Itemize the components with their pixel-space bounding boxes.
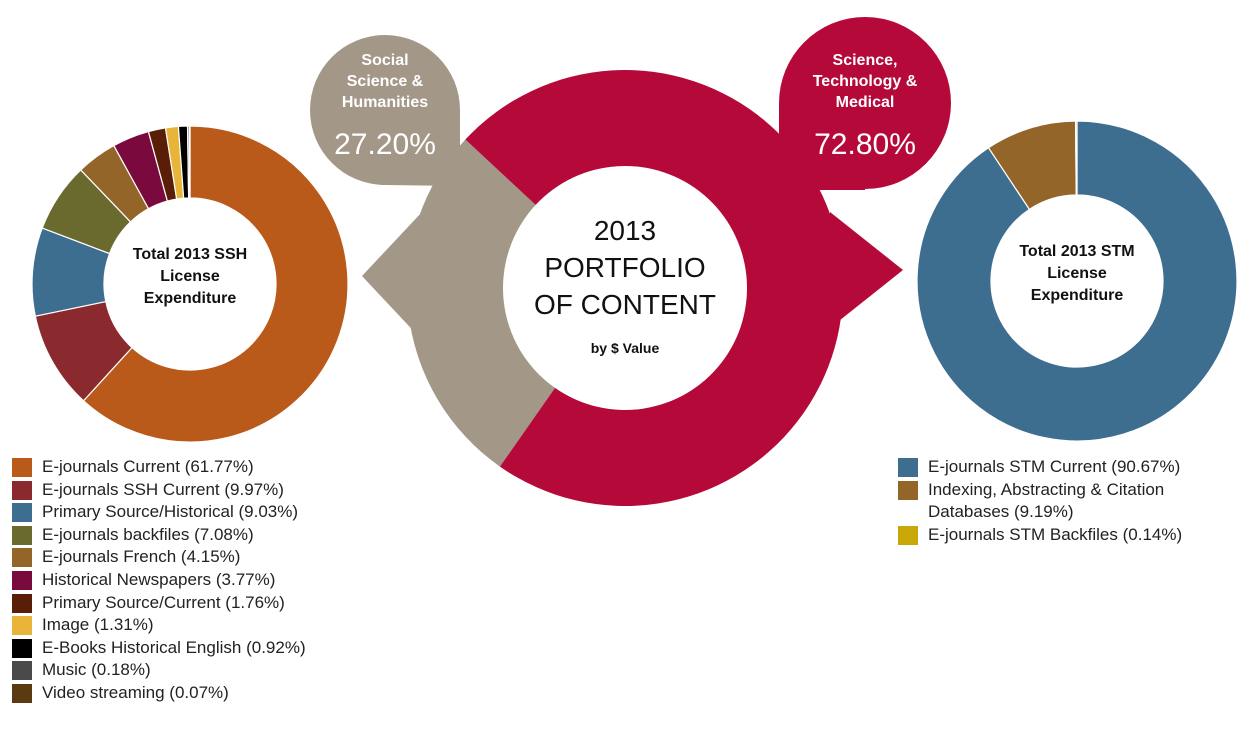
legend-value: (0.07%) [169,682,229,702]
bubble-tail [385,110,460,186]
legend-item: Primary Source/Current (1.76%) [12,592,412,615]
bubble-value: 27.20% [334,128,436,161]
legend-swatch [12,503,32,523]
legend-label: Primary Source/Historical [42,502,234,522]
legend-label: Music [42,660,87,680]
legend-label: Primary Source/Current [42,592,221,612]
legend-label: Video streaming [42,682,165,702]
legend-item: E-journals STM Backfiles (0.14%) [898,524,1243,547]
donut-title: Total 2013 STM License Expenditure [1019,243,1135,304]
legend-value: (61.77%) [184,457,254,476]
legend-item: E-journals backfiles (7.08%) [12,524,412,547]
legend-item: Indexing, Abstracting & Citation Databas… [898,479,1243,524]
legend-swatch [12,661,32,681]
legend-label: Image [42,615,90,635]
donut-title: Total 2013 SSH License Expenditure [132,246,248,307]
donut-segment [1074,120,1078,196]
bubble-label: Science, Technology & Medical [812,52,918,111]
legend-swatch [12,570,32,590]
legend-swatch [12,593,32,613]
legend-label: E-Books Historical English [42,637,242,657]
legend-item: E-journals SSH Current (9.97%) [12,479,412,502]
legend-item: E-journals French (4.15%) [12,546,412,569]
arrow-right [830,212,903,328]
donut-segment [188,125,191,199]
legend-item: Primary Source/Historical (9.03%) [12,501,412,524]
legend-item: Historical Newspapers (3.77%) [12,569,412,592]
legend-swatch [898,525,918,545]
center-subtitle: by $ Value [590,340,660,356]
arrow-left [362,212,422,340]
donut-segment [407,139,556,467]
legend-value: (9.97%) [224,479,284,499]
legend-value: (0.18%) [91,660,151,680]
legend-item: Image (1.31%) [12,614,412,637]
legend-swatch [12,548,32,568]
donut-segment [82,125,349,443]
legend-label: E-journals Current [42,457,180,476]
legend-value: (0.92%) [246,637,306,657]
legend-label: Indexing, Abstracting & Citation Databas… [928,479,1165,522]
legend-label: Historical Newspapers [42,569,212,589]
legend-label: E-journals backfiles [42,524,190,544]
bubble-tail [779,103,865,190]
bubble-value: 72.80% [814,128,916,161]
legend-value: (1.31%) [93,615,154,635]
legend-label: E-journals STM Current [928,457,1107,476]
legend-swatch [898,458,918,477]
legend-item: Music (0.18%) [12,659,412,682]
legend: E-journals Current (61.77%) E-journals SS… [12,456,412,705]
legend-value: (9.19%) [1014,502,1074,522]
legend-item: E-journals STM Current (90.67%) [898,456,1243,479]
legend-value: (1.76%) [225,592,285,612]
donut-segment [465,69,843,506]
legend-label: E-journals French [42,547,177,567]
donut-segment [916,120,1238,442]
legend-value: (9.03%) [238,502,299,522]
legend-value: (90.67%) [1111,457,1181,476]
legend-swatch [898,480,918,500]
legend-item: Video streaming (0.07%) [12,682,412,705]
legend: E-journals STM Current (90.67%) Indexing,… [898,456,1243,546]
legend-value: (3.77%) [215,569,276,589]
legend-swatch [12,458,32,477]
legend-swatch [12,638,32,658]
legend-swatch [12,683,32,703]
bubble-label: Social Science & Humanities [341,52,429,111]
legend-item: E-journals Current (61.77%) [12,456,412,479]
legend-item: E-Books Historical English (0.92%) [12,637,412,660]
legend-label: E-journals SSH Current [42,479,220,499]
legend-swatch [12,616,32,636]
legend-value: (4.15%) [180,547,241,567]
legend-value: (7.08%) [194,524,254,544]
legend-label: E-journals STM Backfiles [928,524,1118,544]
legend-value: (0.14%) [1122,524,1183,544]
legend-swatch [12,525,32,545]
legend-swatch [12,480,32,500]
center-title: 2013 PORTFOLIO OF CONTENT [534,215,716,320]
